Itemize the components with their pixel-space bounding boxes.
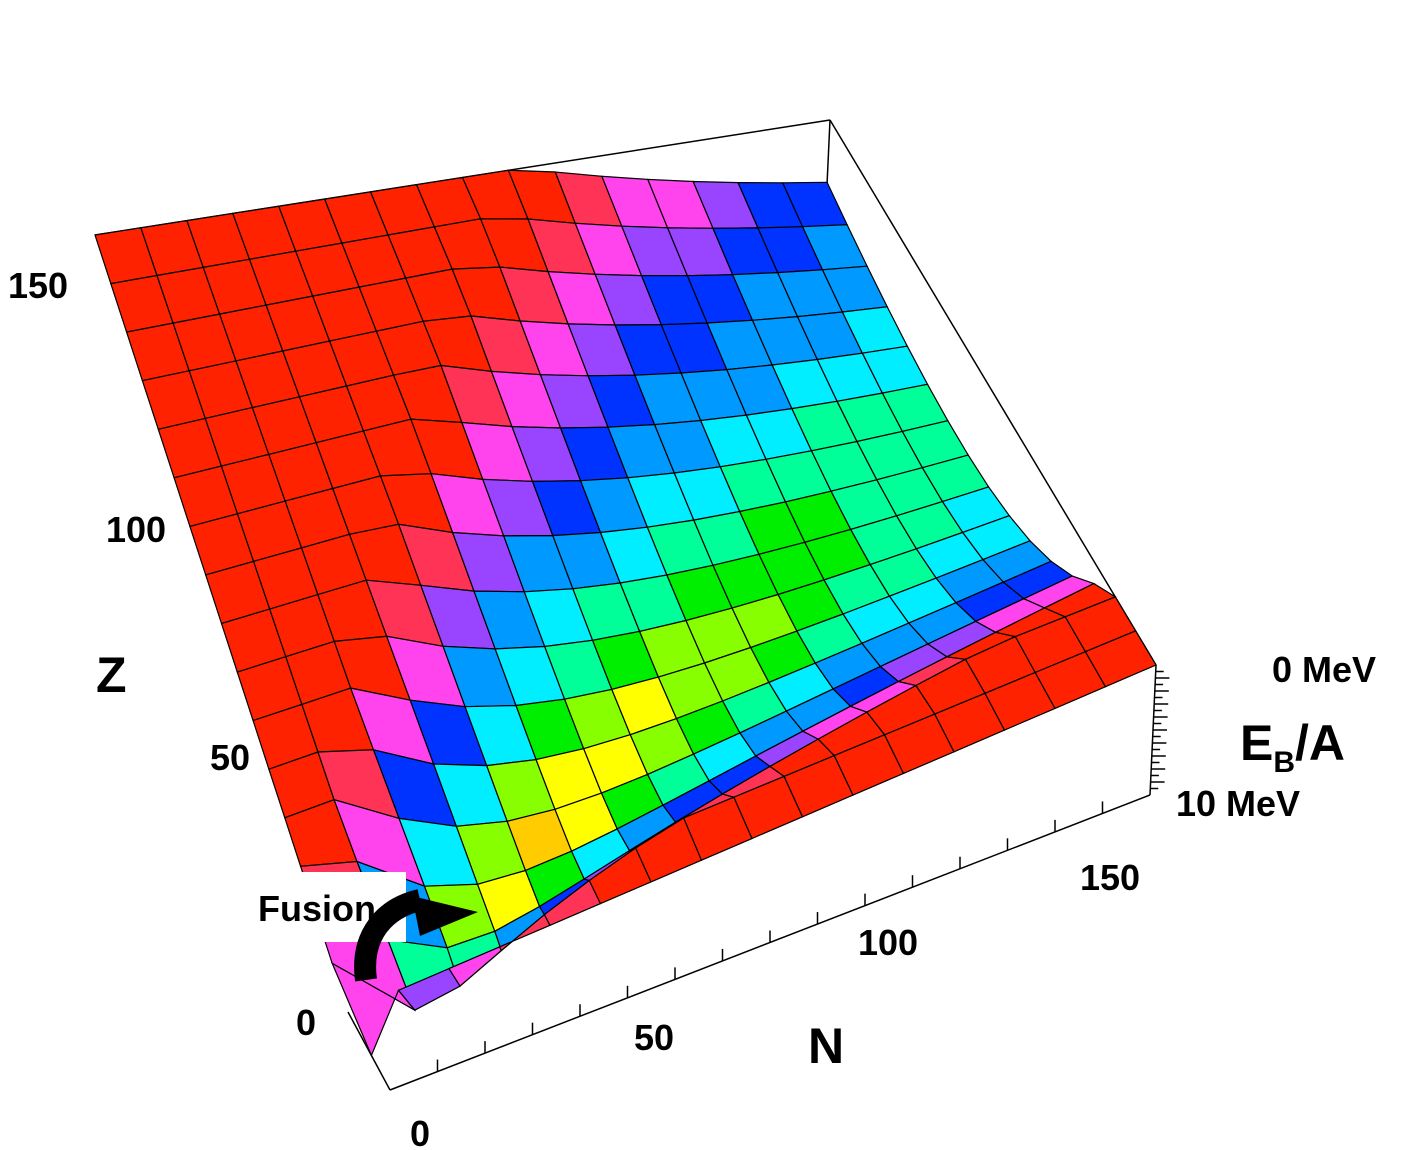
eb-axis-label-main: E <box>1240 715 1273 771</box>
eb-axis-label-tail: /A <box>1295 715 1345 771</box>
n-tick-50: 50 <box>634 1017 674 1058</box>
z-tick-50: 50 <box>210 737 250 778</box>
fusion-label: Fusion <box>258 888 376 929</box>
curved-arrow-icon <box>354 889 478 982</box>
n-tick-150: 150 <box>1080 857 1140 898</box>
box-edge <box>829 119 1157 666</box>
z-axis-label: Z <box>96 647 127 703</box>
eb-axis-label: EB/A <box>1240 715 1345 779</box>
z-tick-0: 0 <box>296 1002 316 1043</box>
eb-tick-10mev: 10 MeV <box>1176 783 1300 824</box>
eb-tick-0mev: 0 MeV <box>1272 649 1376 690</box>
axis-ticks <box>436 670 1170 1072</box>
n-axis-label: N <box>808 1018 844 1074</box>
surface-mesh <box>94 169 1157 1057</box>
z-tick-150: 150 <box>8 265 68 306</box>
n-tick-100: 100 <box>858 922 918 963</box>
z-tick-100: 100 <box>106 509 166 550</box>
surface-cell <box>1084 630 1157 688</box>
box-edge <box>347 1011 391 1091</box>
n-tick-0: 0 <box>410 1113 430 1150</box>
eb-axis-label-sub: B <box>1273 746 1295 779</box>
